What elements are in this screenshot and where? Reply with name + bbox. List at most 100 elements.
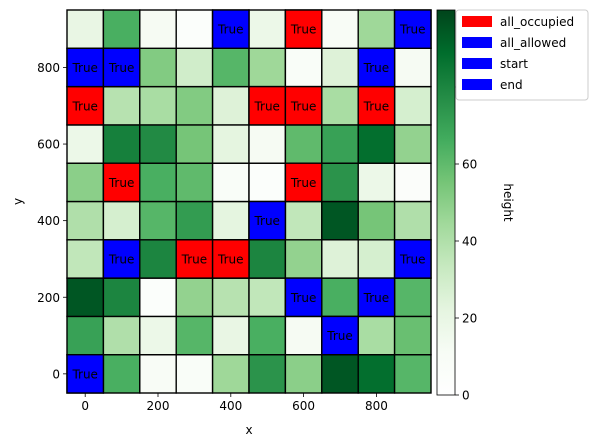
heat-cell: [102, 85, 141, 126]
heat-cell: [321, 124, 359, 164]
heat-cell: [175, 162, 214, 203]
y-tick-label: 200: [37, 291, 60, 305]
overlay-cell-label: True: [71, 367, 98, 381]
overlay-cell-label: True: [399, 252, 426, 266]
overlay-cell-all-occupied: [211, 239, 250, 279]
y-axis-ticks: 0 200 400 600 800: [37, 61, 67, 381]
heat-cell: [248, 9, 287, 49]
heat-cell: [393, 200, 432, 241]
heat-cell: [175, 9, 214, 49]
x-tick-label: 600: [292, 399, 315, 413]
heat-cell: [139, 9, 177, 49]
heat-cell: [321, 47, 359, 88]
overlay-cell-label: True: [71, 99, 98, 113]
heat-cell: [248, 277, 287, 318]
colorbar-label: height: [501, 183, 515, 222]
y-tick-label: 400: [37, 214, 60, 228]
legend-swatch: [462, 16, 492, 27]
overlay-cell-all-allowed: [102, 47, 141, 88]
heat-cell: [66, 239, 105, 279]
overlay-cell-label: True: [290, 176, 317, 190]
heat-cell: [248, 239, 287, 279]
overlay-cell-label: True: [71, 61, 98, 75]
heat-cell: [393, 277, 432, 318]
x-axis-label: x: [245, 423, 252, 437]
heat-cell: [321, 277, 359, 318]
overlay-cell-label: True: [290, 99, 317, 113]
x-tick-label: 800: [365, 399, 388, 413]
heat-cell: [357, 354, 396, 394]
overlay-cell-label: True: [326, 329, 353, 343]
heat-cell: [211, 47, 250, 88]
overlay-cell-label: True: [363, 291, 390, 305]
heat-cell: [175, 277, 214, 318]
y-tick-label: 0: [52, 367, 60, 381]
heat-cell: [357, 315, 396, 356]
heat-cell: [321, 354, 359, 394]
overlay-cell-label: True: [217, 23, 244, 37]
heat-cell: [393, 85, 432, 126]
heat-cell: [66, 277, 105, 318]
overlay-cell-all-occupied: [284, 85, 323, 126]
heat-cell: [211, 162, 250, 203]
overlay-cell-all-occupied: [248, 85, 287, 126]
heat-cell: [393, 47, 432, 88]
colorbar-tick-label: 20: [462, 312, 477, 326]
heat-cell: [139, 315, 177, 356]
legend-swatch: [462, 79, 492, 90]
y-tick-label: 800: [37, 61, 60, 75]
heat-cell: [66, 9, 105, 49]
heat-cell: [211, 200, 250, 241]
overlay-cell-start: [248, 200, 287, 241]
heat-cell: [66, 200, 105, 241]
heat-cell: [321, 162, 359, 203]
overlay-cell-all-occupied: [102, 162, 141, 203]
overlay-cell-all-occupied: [284, 9, 323, 49]
heat-cell: [248, 354, 287, 394]
overlay-cell-label: True: [399, 23, 426, 37]
heat-cell: [102, 354, 141, 394]
overlay-cell-all-occupied: [357, 85, 396, 126]
colorbar-tick-label: 60: [462, 158, 477, 172]
heat-cell: [393, 162, 432, 203]
heat-cell: [139, 85, 177, 126]
overlay-cell-label: True: [108, 252, 135, 266]
y-axis-label: y: [11, 198, 25, 205]
legend-entry-label: all_occupied: [500, 15, 574, 29]
overlay-cell-label: True: [181, 252, 208, 266]
overlay-cell-all-occupied: [66, 85, 105, 126]
heat-cell: [102, 277, 141, 318]
overlay-cell-label: True: [253, 99, 280, 113]
heat-cell: [211, 85, 250, 126]
heat-cell: [139, 47, 177, 88]
heat-cell: [284, 47, 323, 88]
colorbar-tick-label: 40: [462, 235, 477, 249]
heat-cell: [321, 9, 359, 49]
heat-cell: [248, 47, 287, 88]
x-tick-label: 400: [219, 399, 242, 413]
legend-entry-label: all_allowed: [500, 36, 566, 50]
overlay-cell-start: [211, 9, 250, 49]
heat-cell: [102, 124, 141, 164]
heat-cell: [393, 354, 432, 394]
colorbar-tick-label: 0: [462, 389, 470, 403]
heat-cell: [139, 354, 177, 394]
overlay-cell-label: True: [217, 252, 244, 266]
x-tick-label: 200: [147, 399, 170, 413]
heat-cell: [211, 124, 250, 164]
heat-cell: [66, 162, 105, 203]
y-tick-label: 600: [37, 138, 60, 152]
legend-entry-label: start: [500, 57, 528, 71]
heat-cell: [284, 200, 323, 241]
overlay-cell-start: [102, 239, 141, 279]
heat-cell: [357, 9, 396, 49]
overlay-cell-start: [284, 277, 323, 318]
heat-cell: [211, 277, 250, 318]
heat-cell: [321, 200, 359, 241]
overlay-cell-label: True: [363, 99, 390, 113]
heat-cell: [321, 239, 359, 279]
overlay-cell-label: True: [108, 61, 135, 75]
heat-cell: [175, 315, 214, 356]
